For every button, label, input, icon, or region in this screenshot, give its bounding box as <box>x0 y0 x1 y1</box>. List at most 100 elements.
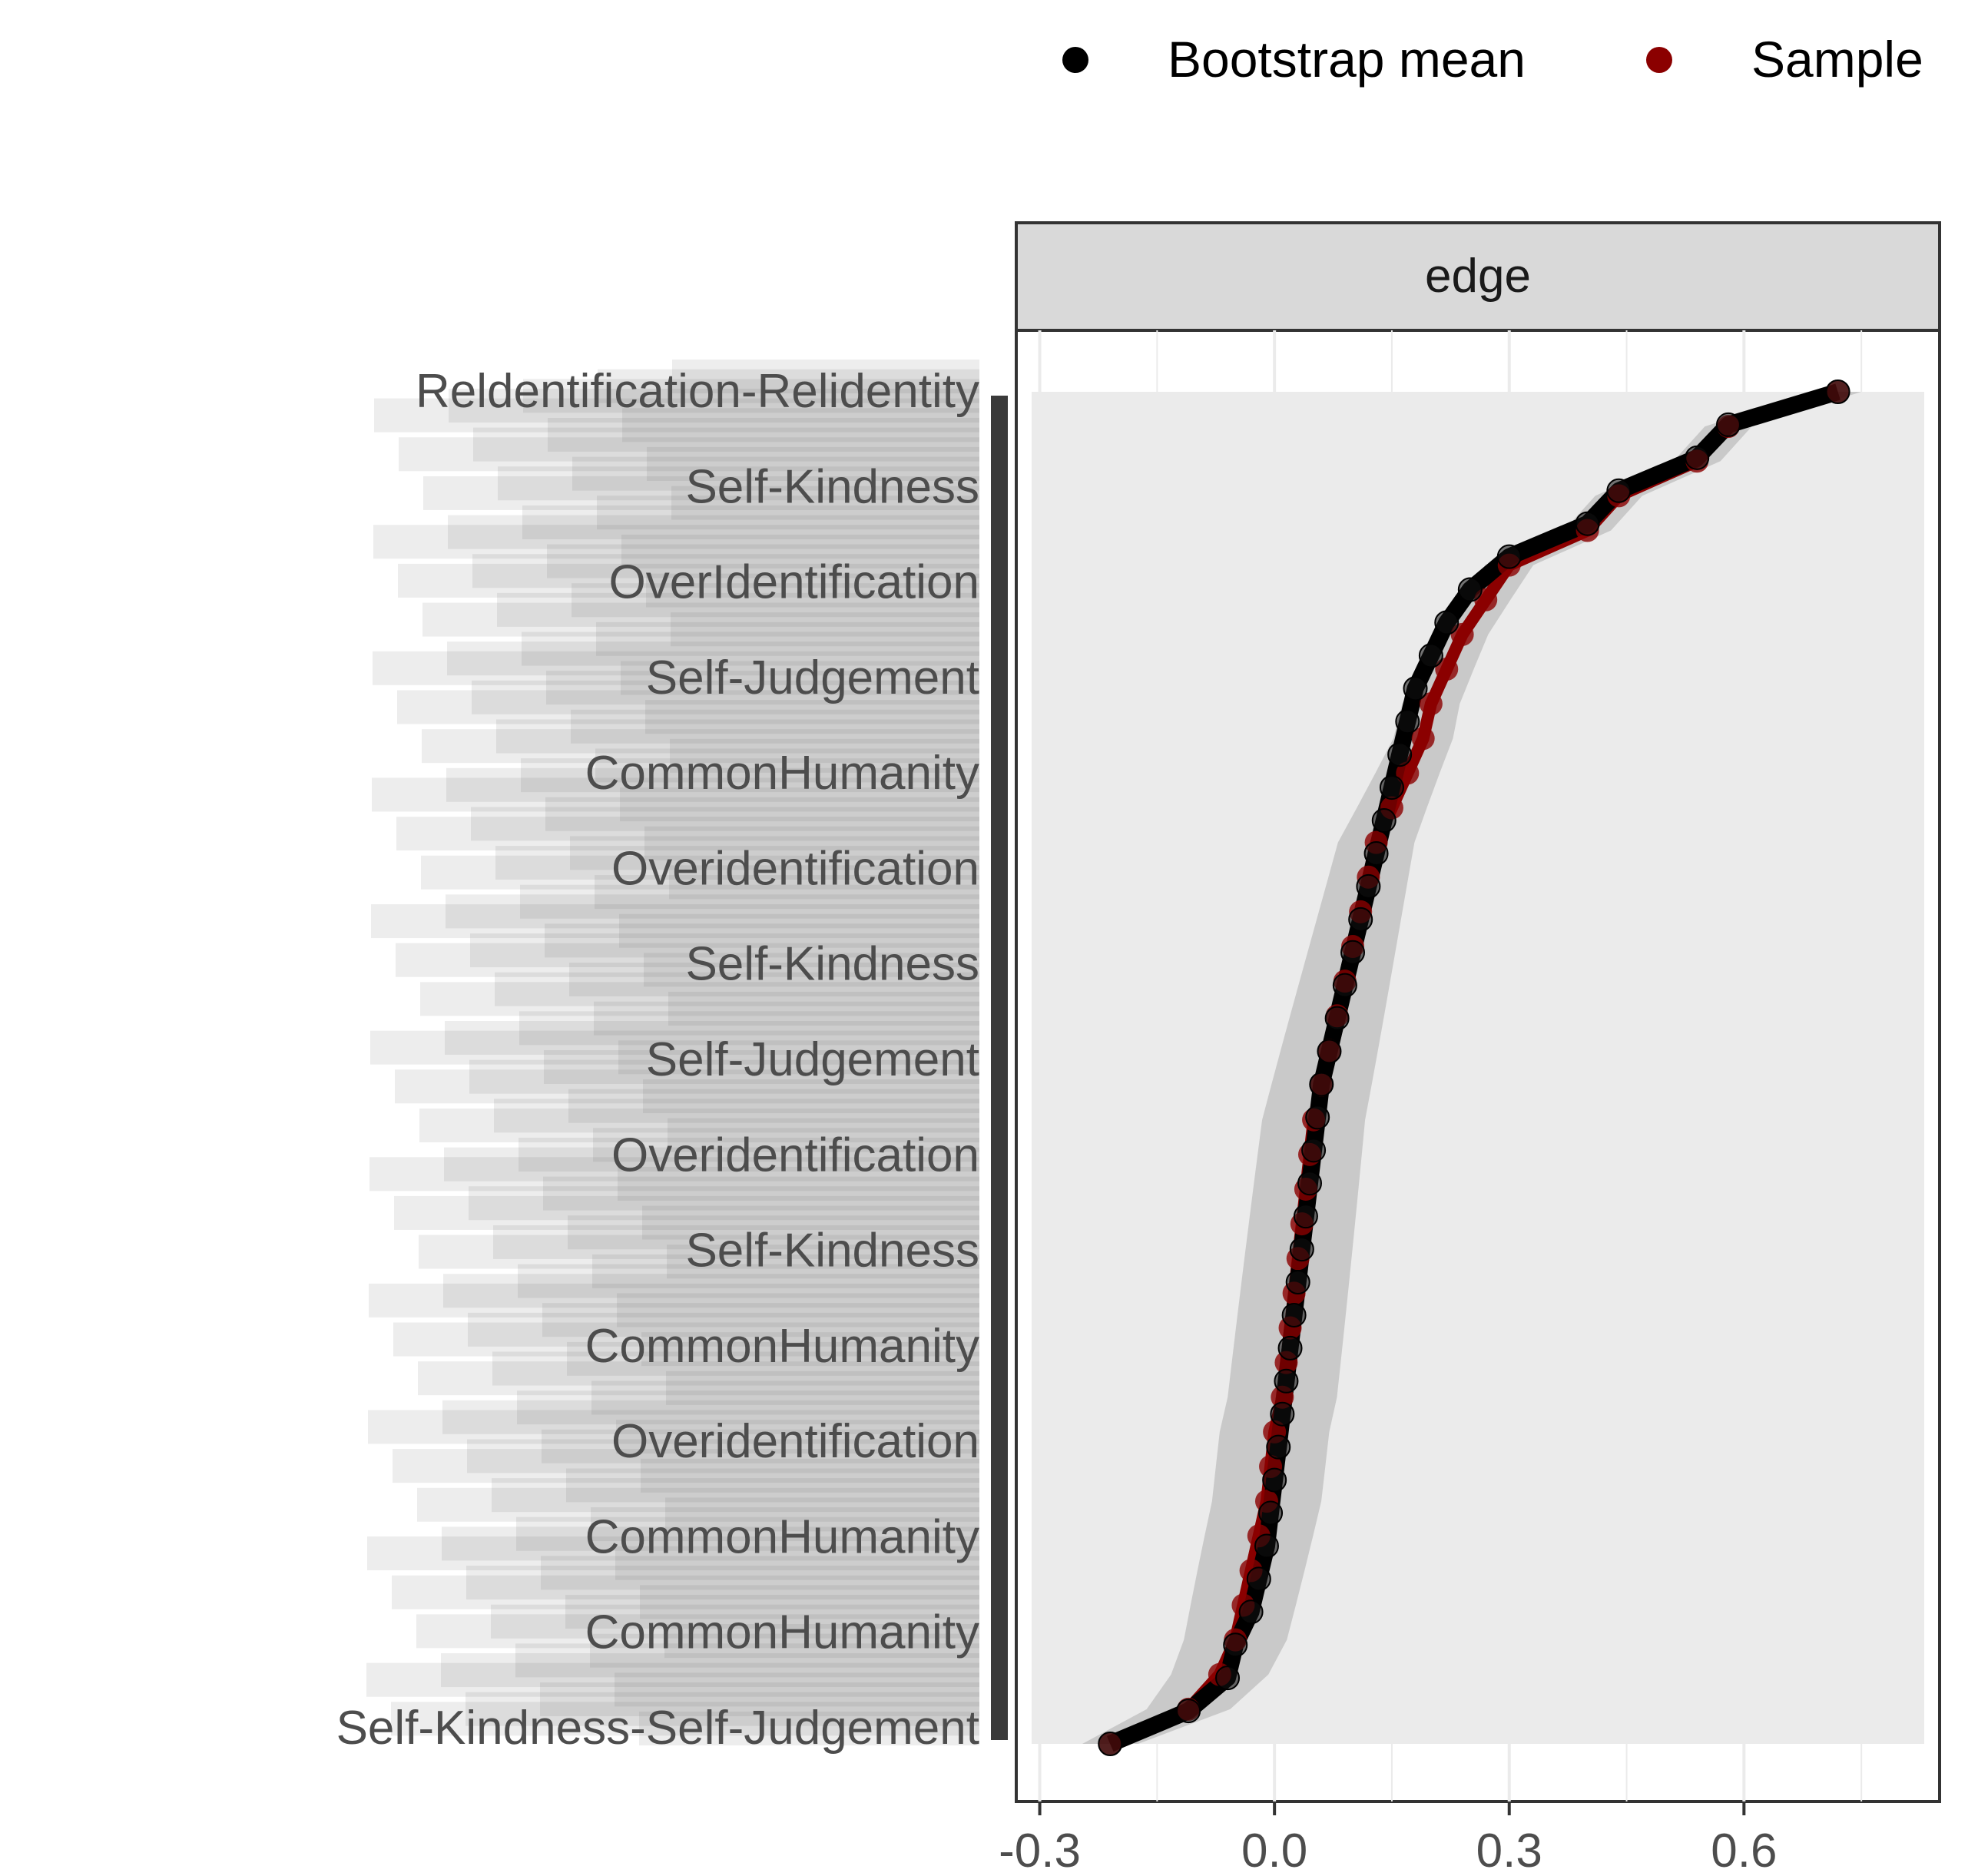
x-axis: -0.3 0.0 0.3 0.6 <box>999 1801 1777 1876</box>
overplotted-label-texture <box>519 1011 979 1046</box>
overplotted-label-texture <box>641 1458 979 1493</box>
overplotted-label-texture <box>392 1575 979 1609</box>
overplotted-label-texture <box>495 972 979 1006</box>
overplotted-label-texture <box>598 369 979 403</box>
bootstrap-point <box>1277 1335 1303 1361</box>
bootstrap-point <box>1176 1699 1201 1724</box>
overplotted-label-texture <box>543 1176 979 1211</box>
overplotted-label-texture <box>670 738 979 773</box>
sample-point <box>1419 692 1443 716</box>
overplotted-label-texture <box>566 1468 979 1503</box>
overplotted-label-texture <box>515 1643 979 1678</box>
overplotted-label-texture <box>620 787 979 822</box>
overplotted-label-texture <box>473 427 979 462</box>
overplotted-label-texture <box>421 855 979 890</box>
overplotted-label-texture <box>466 1566 979 1600</box>
overplotted-label-texture <box>393 1449 979 1483</box>
overplotted-label-texture <box>469 1059 979 1094</box>
overplotted-label-texture <box>393 1322 979 1357</box>
overplotted-label-texture <box>622 408 979 442</box>
overplotted-label-texture <box>448 515 979 549</box>
overplotted-label-texture <box>494 1099 979 1133</box>
overplotted-label-texture <box>391 1702 979 1736</box>
y-axis-label: Self-Judgement <box>646 1033 979 1086</box>
overplotted-label-texture <box>548 417 979 452</box>
bootstrap-point <box>1356 873 1381 899</box>
overplotted-label-texture <box>595 875 979 910</box>
overplotted-label-texture <box>643 1079 979 1113</box>
overplotted-label-texture <box>619 913 979 948</box>
bootstrap-point <box>1575 511 1600 536</box>
overplotted-label-texture <box>419 1108 979 1142</box>
overplotted-label-texture <box>615 1672 979 1707</box>
overplotted-label-texture <box>541 1556 979 1590</box>
overplotted-label-texture <box>545 797 979 831</box>
overplotted-label-texture <box>517 1390 979 1425</box>
bootstrap-points <box>1098 380 1850 1756</box>
bootstrap-point <box>1715 412 1741 437</box>
bootstrap-point <box>1348 907 1373 932</box>
overplotted-label-texture <box>372 777 979 812</box>
y-axis-label: Self-Kindness <box>685 460 979 513</box>
overplotted-label-texture <box>472 680 979 714</box>
overplotted-label-texture <box>640 1585 979 1619</box>
overplotted-label-texture <box>368 1410 979 1444</box>
overplotted-label-texture <box>545 923 979 958</box>
overplotted-label-texture <box>394 1195 979 1230</box>
overplotted-label-texture <box>567 1341 979 1376</box>
y-axis-label: Self-Kindness <box>685 1225 979 1278</box>
dot-icon <box>1062 47 1088 73</box>
overplotted-label-texture <box>595 748 979 783</box>
bootstrap-point <box>1297 1171 1322 1196</box>
overplotted-label-texture <box>491 1604 979 1639</box>
bootstrap-point <box>1305 1105 1330 1130</box>
bootstrap-point <box>1496 544 1522 569</box>
x-tick-label: 0.3 <box>1476 1825 1542 1876</box>
bootstrap-point <box>1340 940 1366 965</box>
bootstrap-point <box>1098 1732 1123 1756</box>
overplotted-label-texture <box>441 1653 979 1688</box>
overplotted-label-texture <box>520 884 979 919</box>
overplotted-label-texture <box>449 388 979 423</box>
overplotted-label-texture <box>621 661 979 695</box>
overplotted-label-texture <box>497 592 979 627</box>
overplotted-label-texture <box>447 641 979 676</box>
legend: Bootstrap mean Sample <box>1062 31 1923 88</box>
overplotted-label-texture <box>495 846 979 880</box>
overplotted-label-texture <box>644 826 979 860</box>
sample-point <box>1396 761 1420 785</box>
overplotted-label-texture <box>521 758 979 793</box>
overplotted-label-texture <box>443 1274 979 1308</box>
overplotted-label-texture <box>591 1507 979 1542</box>
bootstrap-point <box>1395 709 1420 734</box>
overplotted-label-texture <box>472 554 979 588</box>
y-axis-label: OverIdentification <box>609 556 979 609</box>
overplotted-label-texture <box>664 1624 979 1659</box>
overplotted-label-texture <box>418 1361 979 1396</box>
facet-strip-label: edge <box>1425 250 1531 303</box>
overplotted-label-texture <box>492 1351 979 1386</box>
y-axis-label: Overidentification <box>611 1415 979 1468</box>
overplotted-label-texture <box>668 1118 979 1152</box>
bootstrap-point <box>1387 742 1413 767</box>
bootstrap-point <box>1309 1072 1334 1097</box>
y-axis-label: CommonHumanity <box>585 747 979 800</box>
overplotted-label-texture <box>398 563 979 598</box>
overplotted-label-texture <box>618 1040 979 1075</box>
bootstrap-point <box>1324 1006 1350 1031</box>
overplotted-label-texture <box>572 456 979 491</box>
overplotted-label-texture <box>518 1264 979 1298</box>
bootstrap-point <box>1258 1500 1284 1526</box>
y-axis-label: Self-Kindness-Self-Judgement <box>336 1702 979 1755</box>
overplotted-label-texture <box>544 1049 979 1084</box>
y-axis-label: Overidentification <box>611 842 979 895</box>
overplotted-label-texture <box>468 1312 979 1347</box>
overplotted-label-texture <box>396 943 979 977</box>
bootstrap-point <box>1418 643 1443 668</box>
dot-icon <box>1646 47 1672 73</box>
overplotted-label-texture <box>647 446 979 481</box>
overplotted-label-texture <box>373 651 979 685</box>
overplotted-label-texture <box>399 437 979 472</box>
overplotted-label-texture <box>645 700 979 734</box>
bootstrap-point <box>1371 808 1397 834</box>
